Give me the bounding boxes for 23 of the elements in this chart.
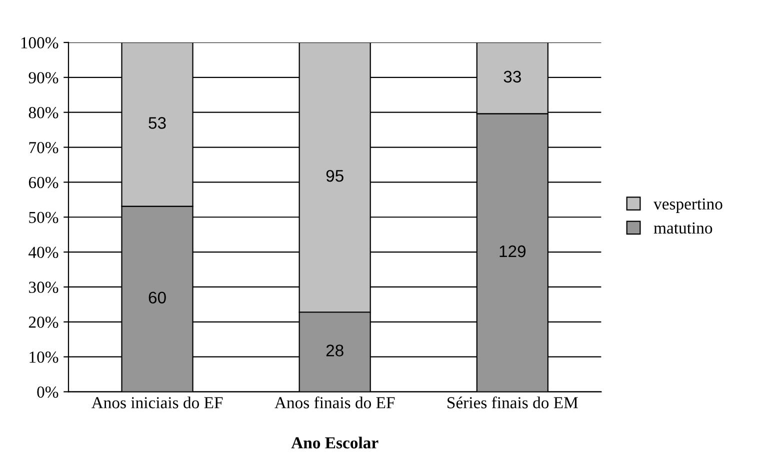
y-tick-label: 10% — [30, 352, 58, 363]
x-tick-label: Anos finais do EF — [274, 396, 395, 408]
annotation: 129 — [500, 245, 526, 258]
y-tick-label: 40% — [28, 246, 58, 258]
y-tick-label: 0% — [37, 386, 58, 398]
y-tick-label: 70% — [29, 142, 58, 154]
legend-label: matutino — [654, 222, 712, 234]
annotation: 95 — [326, 170, 344, 182]
annotation: 28 — [326, 344, 344, 356]
x-tick-label: Anos iniciais do EF — [91, 396, 223, 408]
y-tick-label: 30% — [29, 282, 58, 293]
x-axis-title: Ano Escolar — [291, 436, 378, 448]
legend-label: vespertino — [654, 198, 722, 213]
y-tick-label: 80% — [28, 107, 58, 118]
y-tick-label: 20% — [28, 316, 58, 328]
annotation: 53 — [148, 117, 166, 129]
x-tick-label: Séries finais do EM — [448, 396, 578, 408]
y-tick-label: 50% — [29, 212, 58, 224]
y-tick-label: 90% — [28, 72, 58, 84]
y-tick-label: 60% — [28, 176, 58, 188]
annotation: 33 — [504, 70, 521, 83]
annotation: 60 — [148, 292, 166, 304]
y-tick-label: 100% — [21, 37, 58, 48]
